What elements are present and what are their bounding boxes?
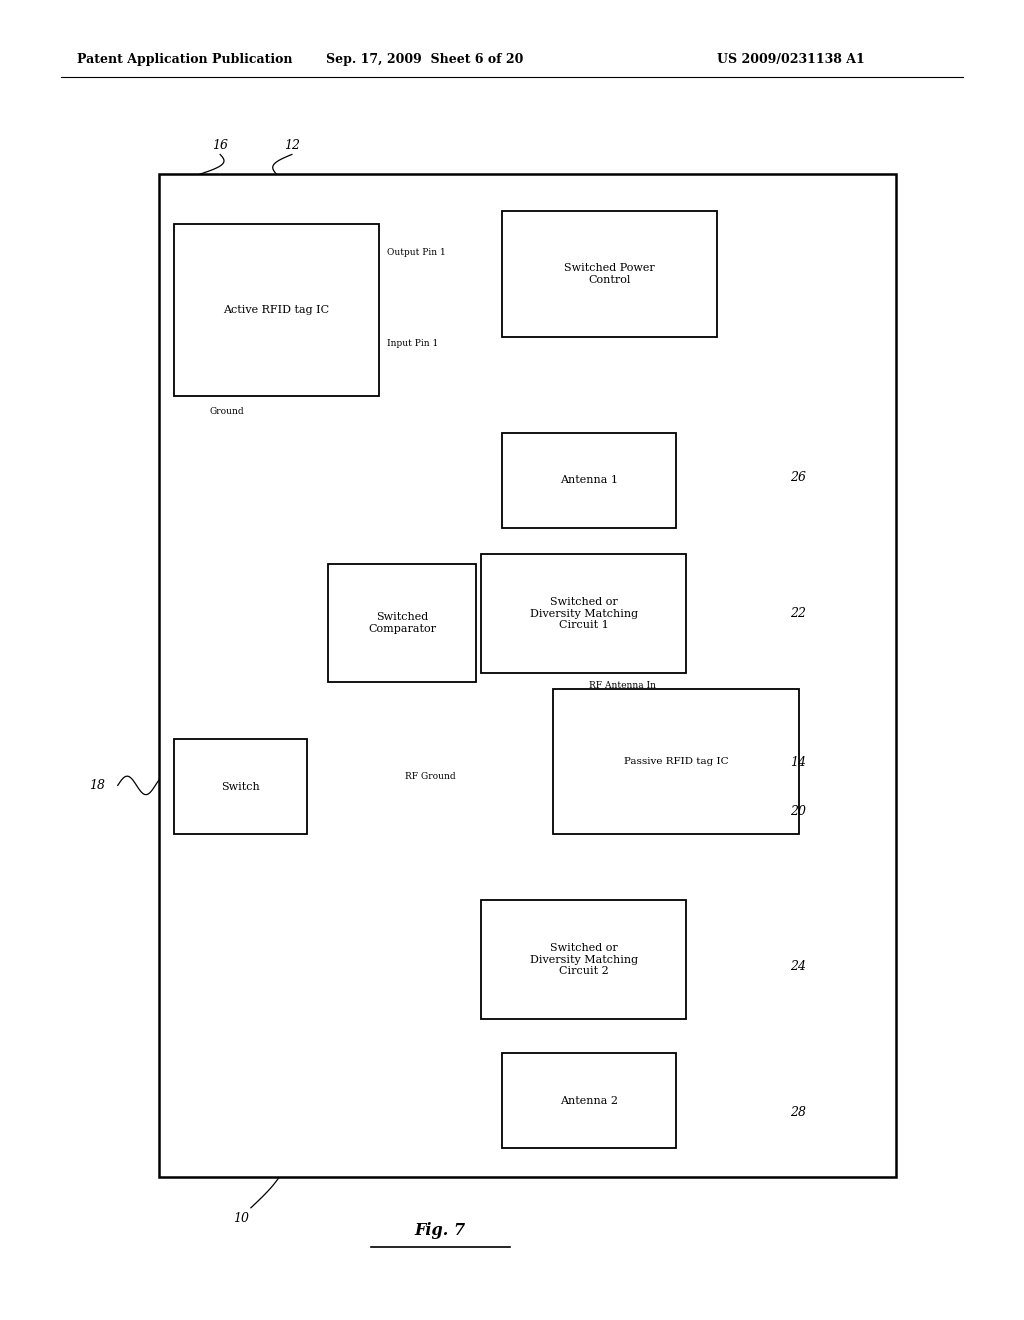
Text: Input Pin 1: Input Pin 1 (387, 339, 438, 348)
Text: Fig. 7: Fig. 7 (415, 1222, 466, 1238)
Bar (502, 433, 676, 528)
Bar (502, 211, 717, 337)
Bar (481, 900, 686, 1019)
Text: Antenna 2: Antenna 2 (560, 1096, 617, 1106)
Bar (159, 174, 896, 1177)
Text: Active RFID tag IC: Active RFID tag IC (223, 305, 330, 315)
Text: RF Ground: RF Ground (404, 772, 456, 781)
Bar (502, 1053, 676, 1148)
Text: Output Pin 1: Output Pin 1 (387, 248, 445, 257)
Text: 28: 28 (791, 1106, 807, 1119)
Bar (174, 224, 379, 396)
Text: 20: 20 (791, 805, 807, 818)
Text: Switched or
Diversity Matching
Circuit 2: Switched or Diversity Matching Circuit 2 (529, 942, 638, 977)
Text: 24: 24 (791, 960, 807, 973)
Text: Switched or
Diversity Matching
Circuit 1: Switched or Diversity Matching Circuit 1 (529, 597, 638, 631)
Text: 26: 26 (791, 471, 807, 484)
Text: 12: 12 (284, 139, 300, 152)
Text: Antenna 1: Antenna 1 (560, 475, 617, 486)
Text: 10: 10 (232, 1212, 249, 1225)
Bar (328, 564, 476, 682)
Text: 14: 14 (791, 756, 807, 770)
Text: US 2009/0231138 A1: US 2009/0231138 A1 (717, 53, 864, 66)
Text: RF Antenna In: RF Antenna In (589, 681, 655, 690)
Text: Patent Application Publication: Patent Application Publication (77, 53, 292, 66)
Bar (481, 554, 686, 673)
Text: 22: 22 (791, 607, 807, 620)
Text: Switched Power
Control: Switched Power Control (564, 263, 654, 285)
Text: 16: 16 (212, 139, 228, 152)
Text: Switched
Comparator: Switched Comparator (368, 612, 436, 634)
Bar (553, 689, 799, 834)
Text: Passive RFID tag IC: Passive RFID tag IC (624, 758, 728, 766)
Text: Switch: Switch (221, 781, 260, 792)
Text: Ground: Ground (210, 407, 245, 416)
Bar (174, 739, 307, 834)
Text: 18: 18 (89, 779, 105, 792)
Text: Sep. 17, 2009  Sheet 6 of 20: Sep. 17, 2009 Sheet 6 of 20 (327, 53, 523, 66)
